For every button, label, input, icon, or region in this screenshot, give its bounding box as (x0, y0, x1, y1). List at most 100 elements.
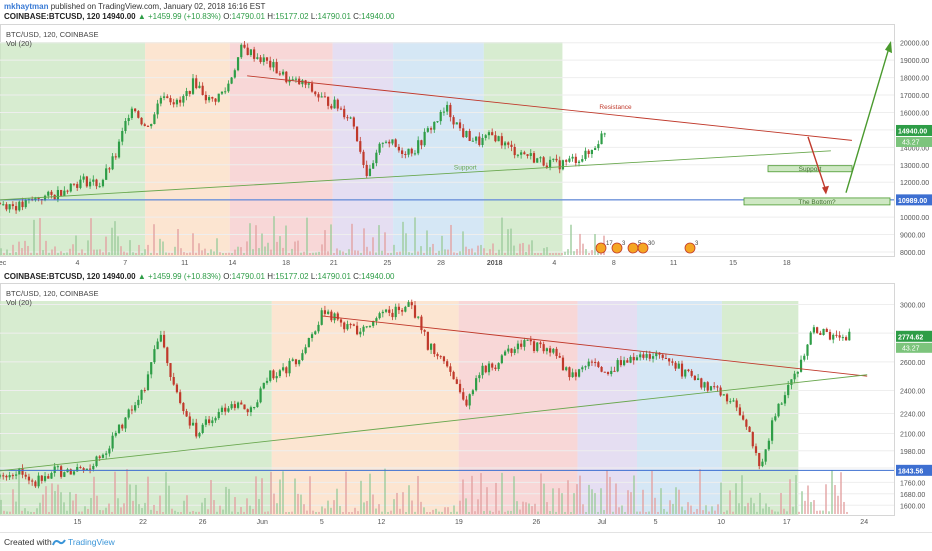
candle (368, 325, 372, 328)
tradingview-brand[interactable]: TradingView (68, 537, 115, 547)
volume-bar (765, 503, 767, 514)
candle (532, 339, 536, 354)
volume-bar (405, 512, 407, 514)
candle-body (343, 322, 346, 330)
volume-bar (573, 493, 575, 514)
chart-canvas-bottom[interactable]: 1600.001680.001760.001860.001980.002100.… (0, 283, 932, 529)
candle (175, 383, 179, 394)
candle (359, 327, 362, 338)
candle (584, 147, 587, 161)
candle (841, 334, 844, 341)
volume-bar (117, 498, 119, 514)
candle-body (114, 156, 117, 158)
candle-body (401, 310, 404, 312)
candle (378, 142, 381, 155)
x-tick-label: 15 (729, 260, 737, 266)
candle (552, 158, 555, 162)
candle (233, 400, 236, 411)
candle-body (606, 372, 610, 375)
candle-body (140, 117, 143, 125)
candle-body (520, 152, 523, 155)
volume-bar (423, 252, 425, 255)
candle-body (539, 157, 542, 159)
volume-bar (789, 479, 791, 514)
candle-body (812, 327, 816, 333)
volume-bar (84, 252, 86, 255)
chart-canvas-top[interactable]: 8000.009000.0010000.0011000.0012000.0013… (0, 24, 932, 266)
volume-bar (48, 252, 50, 255)
volume-bar (393, 244, 395, 255)
zone-red (229, 42, 333, 256)
candle (339, 318, 343, 327)
candle (317, 92, 320, 102)
candle-body (436, 354, 439, 357)
candle (150, 362, 153, 379)
candle (227, 406, 230, 413)
candle (397, 143, 400, 153)
volume-bar (453, 252, 455, 255)
candle (101, 178, 105, 188)
candle (227, 80, 230, 93)
candle-body (249, 407, 253, 413)
candle-body (166, 96, 169, 99)
volume-bar (396, 252, 398, 255)
volume-bar (498, 510, 500, 514)
candle (134, 108, 137, 113)
candle (446, 359, 449, 368)
candle-body (526, 339, 529, 341)
candle-body (191, 422, 195, 426)
volume-bar (450, 511, 452, 514)
y-tick-label: 18000.00 (900, 76, 929, 83)
candle-body (465, 130, 468, 138)
candle-body (523, 152, 526, 155)
volume-bar (699, 469, 701, 514)
candle-body (491, 363, 494, 368)
candle (82, 173, 85, 183)
candle (0, 473, 2, 479)
volume-bar (72, 244, 74, 255)
volume-bar (105, 507, 107, 514)
candle (259, 55, 262, 64)
volume-bar (111, 511, 113, 514)
candle-body (291, 79, 294, 81)
volume-bar (498, 249, 500, 255)
volume-bar (186, 495, 188, 514)
y-tick-label: 1980.00 (900, 449, 925, 456)
candle-body (53, 466, 56, 474)
volume-bar (603, 510, 605, 514)
candle-body (716, 386, 719, 388)
volume-bar (18, 473, 20, 514)
candle (114, 153, 117, 160)
volume-bar (321, 506, 323, 514)
trendline (321, 315, 868, 377)
volume-bar (240, 247, 242, 255)
candle (72, 183, 76, 187)
footer: Created with TradingView (0, 532, 932, 551)
chart-panel-bottom[interactable]: 1600.001680.001760.001860.001980.002100.… (0, 283, 932, 529)
volume-bar (15, 252, 17, 255)
candle (79, 465, 82, 469)
volume-bar (240, 506, 242, 514)
volume-bar (528, 503, 530, 514)
x-tick-label: Jun (257, 519, 268, 526)
support-price-tag (896, 194, 932, 206)
candle-body (510, 348, 513, 353)
volume-bar (333, 252, 335, 255)
volume-bar (627, 490, 629, 514)
candle-body (146, 125, 150, 127)
volume-bar (531, 506, 533, 514)
candle (436, 352, 439, 360)
volume-bar (666, 511, 668, 514)
candle (220, 91, 224, 96)
volume-bar (759, 492, 761, 514)
candle-body (536, 158, 539, 163)
author-link[interactable]: mkhaytman (4, 2, 49, 11)
chart-panel-top[interactable]: 8000.009000.0010000.0011000.0012000.0013… (0, 24, 932, 266)
y-tick-label: 9000.00 (900, 233, 925, 240)
candle-body (478, 375, 481, 379)
candle-body (751, 432, 754, 447)
candle (500, 132, 503, 149)
candle-body (680, 363, 684, 377)
candle (2, 472, 5, 480)
volume-bar (252, 249, 254, 255)
